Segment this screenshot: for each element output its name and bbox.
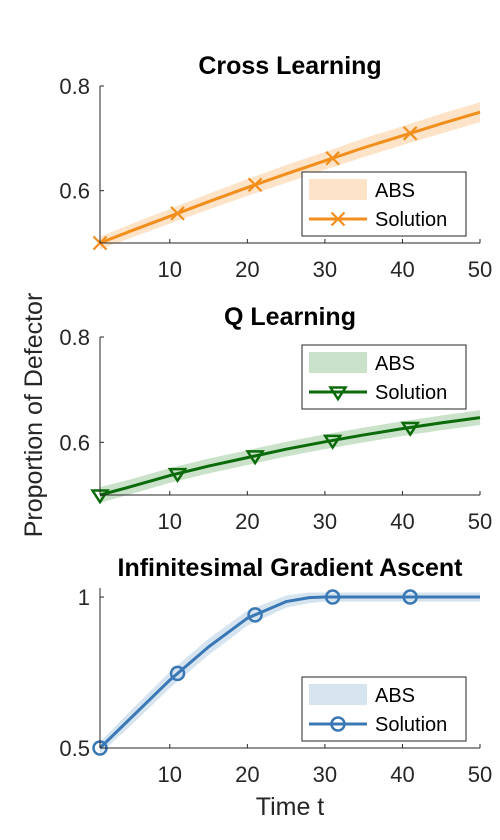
solution-marker xyxy=(402,589,418,605)
x-tick-label: 30 xyxy=(313,509,337,534)
legend-solution-label: Solution xyxy=(375,209,447,231)
x-tick-label: 20 xyxy=(235,762,259,787)
y-axis-label: Proportion of Defector xyxy=(20,293,48,538)
chart-title: Infinitesimal Gradient Ascent xyxy=(118,554,464,582)
solution-marker xyxy=(400,421,420,437)
abs-band xyxy=(100,102,480,250)
solution-marker xyxy=(247,607,263,623)
x-tick-label: 10 xyxy=(158,762,182,787)
y-tick-label: 0.6 xyxy=(59,179,90,204)
abs-band xyxy=(100,410,480,503)
x-tick-label: 20 xyxy=(235,257,259,282)
solution-marker xyxy=(170,206,185,221)
chart-title: Cross Learning xyxy=(198,52,381,80)
x-tick-label: 50 xyxy=(468,257,492,282)
x-tick-label: 30 xyxy=(313,762,337,787)
x-tick-label: 40 xyxy=(390,762,414,787)
legend-abs-label: ABS xyxy=(375,180,415,202)
x-tick-label: 40 xyxy=(390,257,414,282)
legend-abs-label: ABS xyxy=(375,353,415,375)
solution-line xyxy=(99,110,481,245)
y-tick-label: 0.8 xyxy=(59,74,90,99)
x-tick-label: 40 xyxy=(390,509,414,534)
chart-title: Q Learning xyxy=(224,303,356,331)
solution-marker xyxy=(322,434,343,450)
solution-marker xyxy=(247,177,263,193)
legend-solution-marker xyxy=(328,386,348,402)
x-tick-label: 30 xyxy=(313,257,337,282)
legend: ABS Solution xyxy=(301,344,467,410)
legend-abs-swatch xyxy=(309,179,367,200)
solution-marker xyxy=(325,150,340,166)
chart-panel-3: Infinitesimal Gradient Ascent 10 20 30 40 50 0… xyxy=(59,554,492,787)
chart-panel-2: Q Learning 10 20 30 40 50 0.6 0.8 ABS Solution xyxy=(59,303,492,534)
legend-abs-swatch xyxy=(309,352,367,373)
legend-solution-marker xyxy=(330,211,346,227)
x-tick-label: 10 xyxy=(158,257,182,282)
legend-solution-label: Solution xyxy=(375,382,447,404)
legend-abs-swatch xyxy=(309,684,367,705)
legend: ABS Solution xyxy=(301,171,467,237)
x-axis-label: Time t xyxy=(256,793,325,821)
y-tick-label: 0.8 xyxy=(59,325,90,350)
x-tick-label: 50 xyxy=(468,762,492,787)
solution-marker xyxy=(245,450,265,466)
solution-marker xyxy=(169,665,186,682)
legend-abs-label: ABS xyxy=(375,685,415,707)
legend-solution-marker xyxy=(330,716,346,732)
solution-line xyxy=(98,595,480,750)
solution-marker xyxy=(167,467,188,484)
y-tick-label: 0.5 xyxy=(59,736,90,761)
y-tick-label: 0.6 xyxy=(59,430,90,455)
legend-solution-label: Solution xyxy=(375,714,447,736)
panels: Cross Learning 10 20 30 40 50 0.6 0.8 ABS Solutio… xyxy=(59,52,492,787)
legend: ABS Solution xyxy=(301,676,467,742)
y-tick-label: 1 xyxy=(78,585,90,610)
chart-panel-1: Cross Learning 10 20 30 40 50 0.6 0.8 ABS Solutio… xyxy=(59,52,492,282)
solution-marker xyxy=(402,126,418,141)
x-tick-label: 20 xyxy=(235,509,259,534)
x-tick-label: 50 xyxy=(468,509,492,534)
x-tick-label: 10 xyxy=(158,509,182,534)
solution-marker xyxy=(324,589,341,605)
